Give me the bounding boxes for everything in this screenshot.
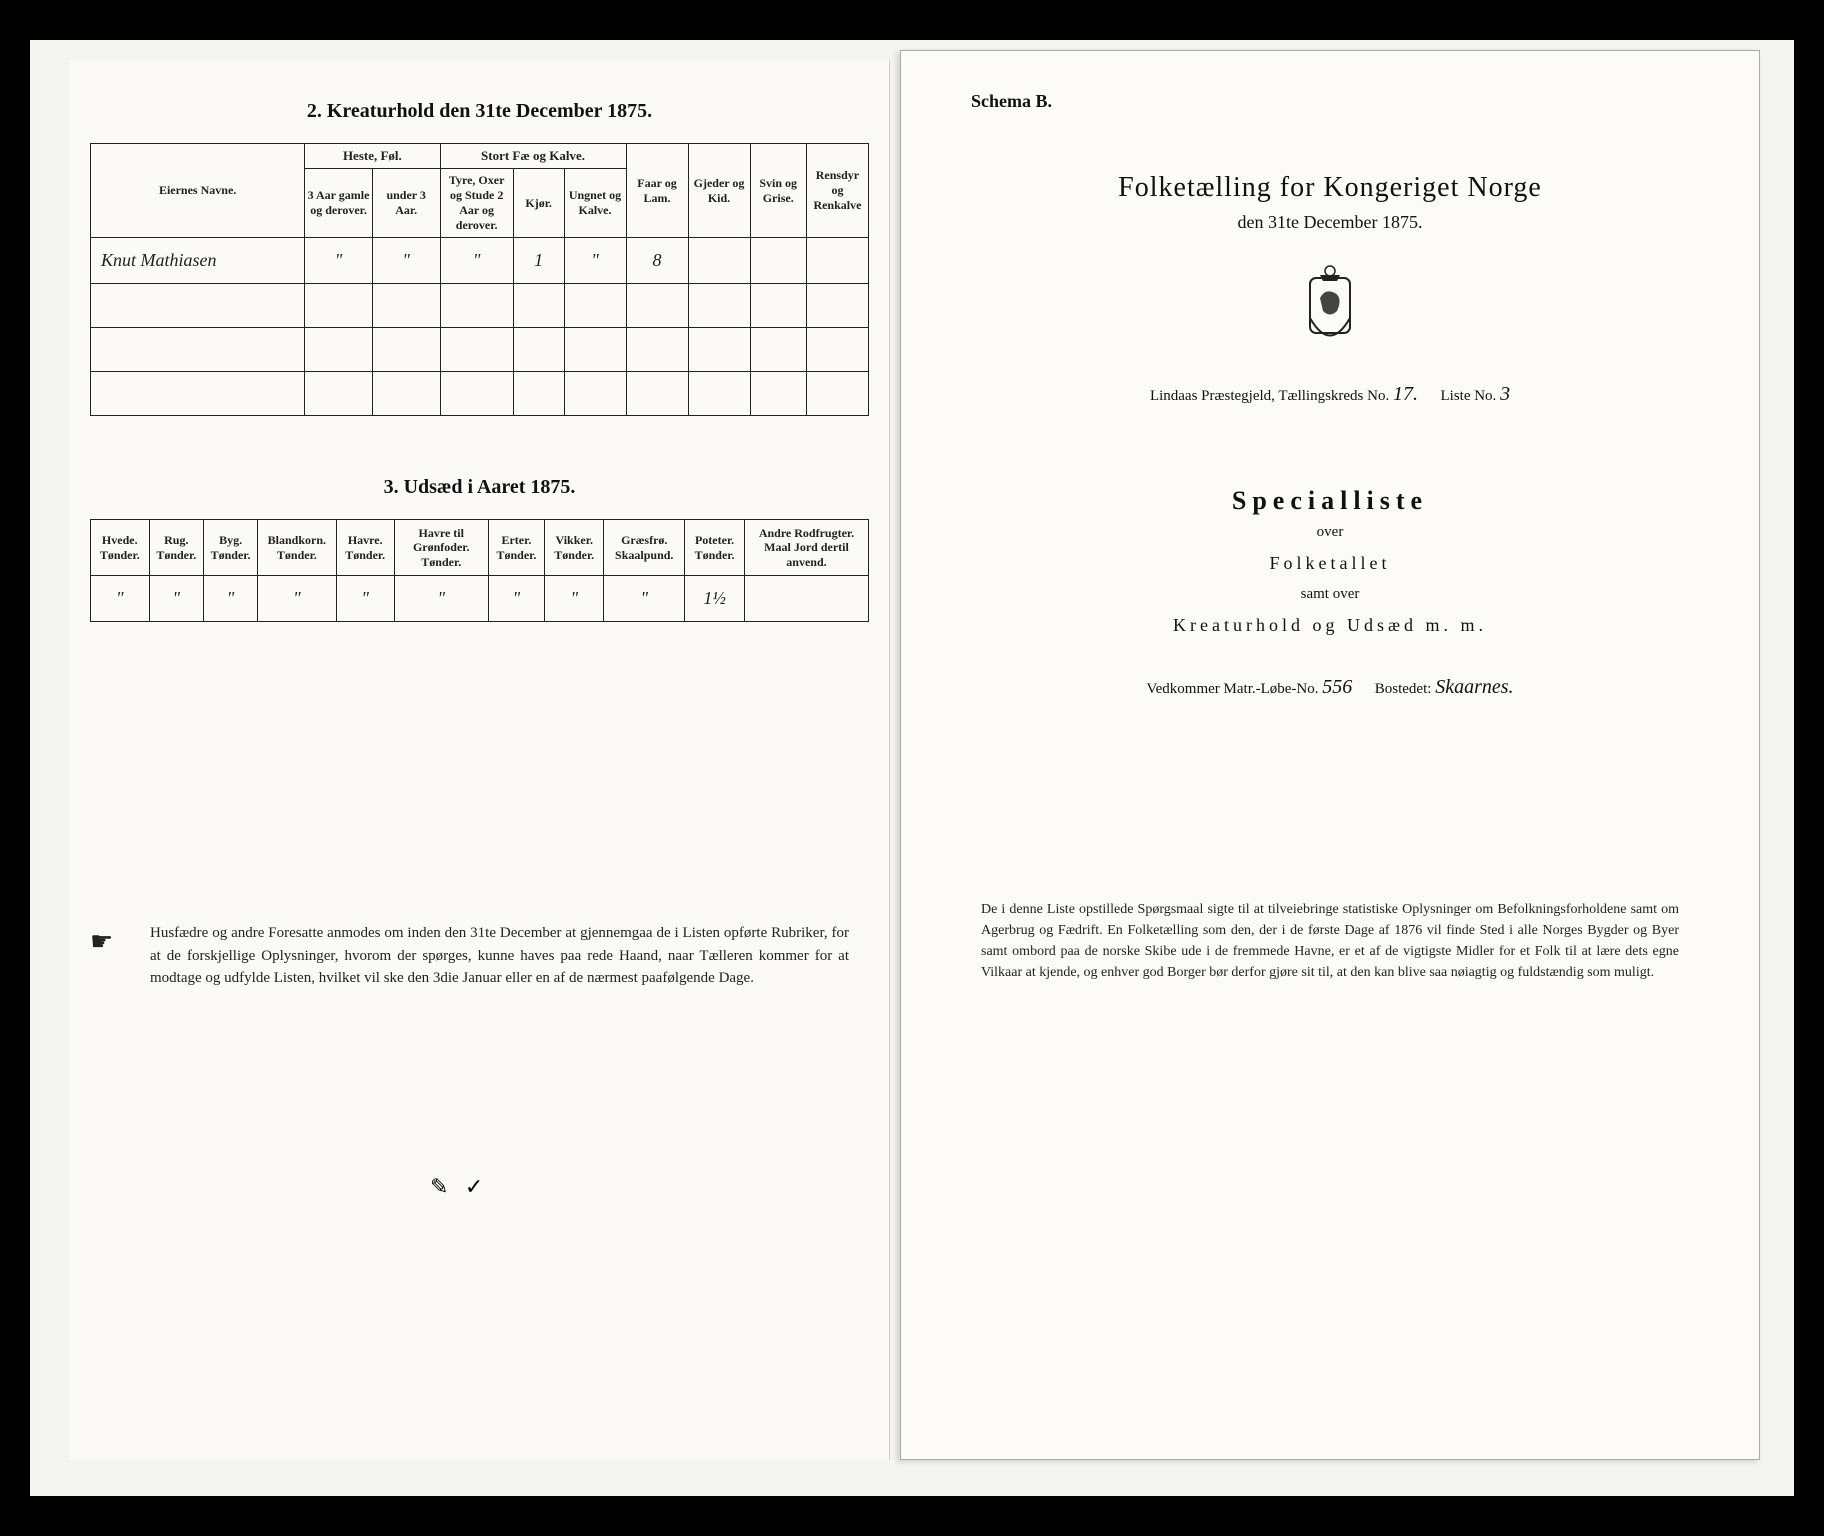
right-page: Schema B. Folketælling for Kongeriget No… (900, 50, 1760, 1460)
cell: " (372, 238, 440, 284)
bosted-label: Bostedet: (1375, 681, 1432, 697)
cell: " (305, 238, 373, 284)
seed-h: Havre til Grønfoder. Tønder. (394, 520, 488, 576)
matr-line: Vedkommer Matr.-Løbe-No. 556 Bostedet: S… (971, 676, 1689, 699)
left-footnote: ☛ Husfædre og andre Foresatte anmodes om… (90, 922, 869, 990)
cell: " (91, 576, 150, 622)
coat-of-arms-icon (1295, 263, 1365, 353)
cell: " (204, 576, 258, 622)
seed-h: Poteter. Tønder. (685, 520, 745, 576)
liste-num: 3 (1500, 383, 1510, 405)
cell (688, 238, 750, 284)
cell: " (545, 576, 604, 622)
matr-num: 556 (1322, 676, 1352, 698)
kreatur-label: Kreaturhold og Udsæd m. m. (971, 615, 1689, 636)
seed-h: Blandkorn. Tønder. (258, 520, 337, 576)
col-gjeder: Gjeder og Kid. (688, 144, 750, 238)
parish-text: Lindaas Præstegjeld, Tællingskreds No. (1150, 388, 1389, 404)
seed-h: Græsfrø. Skaalpund. (604, 520, 685, 576)
group-heste: Heste, Føl. (305, 144, 440, 169)
sub-s3: Ungnet og Kalve. (564, 169, 626, 238)
group-stort: Stort Fæ og Kalve. (440, 144, 626, 169)
sub-s1: Tyre, Oxer og Stude 2 Aar og derover. (440, 169, 513, 238)
ink-marks: ✎ ✓ (430, 1174, 483, 1200)
parish-line: Lindaas Præstegjeld, Tællingskreds No. 1… (971, 383, 1689, 406)
section2-title: 2. Kreaturhold den 31te December 1875. (90, 100, 869, 123)
livestock-row: Knut Mathiasen " " " 1 " 8 (91, 238, 869, 284)
cell (750, 238, 806, 284)
cell: " (564, 238, 626, 284)
section3-title: 3. Udsæd i Aaret 1875. (90, 476, 869, 499)
seed-h: Rug. Tønder. (149, 520, 204, 576)
owner-name: Knut Mathiasen (91, 238, 305, 284)
cell: " (336, 576, 394, 622)
seed-table: Hvede. Tønder. Rug. Tønder. Byg. Tønder.… (90, 519, 869, 622)
blank-row (91, 372, 869, 416)
right-footnote: De i denne Liste opstillede Spørgsmaal s… (971, 899, 1689, 983)
seed-h: Erter. Tønder. (488, 520, 544, 576)
sub-s2: Kjør. (513, 169, 564, 238)
col-rens: Rensdyr og Renkalve (806, 144, 868, 238)
folketallet-label: Folketallet (971, 553, 1689, 574)
census-title: Folketælling for Kongeriget Norge (971, 172, 1689, 204)
blank-row (91, 284, 869, 328)
pointing-hand-icon: ☛ (90, 922, 113, 961)
cell: " (488, 576, 544, 622)
scan-frame: 2. Kreaturhold den 31te December 1875. E… (30, 40, 1794, 1496)
samt-label: samt over (971, 586, 1689, 603)
over-label: over (971, 524, 1689, 541)
cell: 1½ (685, 576, 745, 622)
sub-h1: 3 Aar gamle og derover. (305, 169, 373, 238)
seed-h: Vikker. Tønder. (545, 520, 604, 576)
sub-h2: under 3 Aar. (372, 169, 440, 238)
livestock-table: Eiernes Navne. Heste, Føl. Stort Fæ og K… (90, 143, 869, 416)
cell: 8 (626, 238, 688, 284)
left-page: 2. Kreaturhold den 31te December 1875. E… (70, 60, 890, 1460)
cell (806, 238, 868, 284)
cell: 1 (513, 238, 564, 284)
cell: " (258, 576, 337, 622)
seed-h: Andre Rodfrugter. Maal Jord dertil anven… (744, 520, 868, 576)
left-note-text: Husfædre og andre Foresatte anmodes om i… (150, 925, 849, 986)
col-svin: Svin og Grise. (750, 144, 806, 238)
blank-row (91, 328, 869, 372)
census-subtitle: den 31te December 1875. (971, 212, 1689, 233)
cell: " (604, 576, 685, 622)
seed-h: Byg. Tønder. (204, 520, 258, 576)
col-name: Eiernes Navne. (91, 144, 305, 238)
liste-label: Liste No. (1440, 388, 1496, 404)
cell: " (394, 576, 488, 622)
schema-label: Schema B. (971, 91, 1689, 112)
cell: " (149, 576, 204, 622)
cell (744, 576, 868, 622)
seed-h: Hvede. Tønder. (91, 520, 150, 576)
seed-row: " " " " " " " " " 1½ (91, 576, 869, 622)
matr-label: Vedkommer Matr.-Løbe-No. (1146, 681, 1318, 697)
parish-num: 17. (1393, 383, 1418, 405)
seed-h: Havre. Tønder. (336, 520, 394, 576)
col-faar: Faar og Lam. (626, 144, 688, 238)
bosted-val: Skaarnes. (1435, 676, 1513, 698)
cell: " (440, 238, 513, 284)
specialliste-title: Specialliste (971, 486, 1689, 516)
